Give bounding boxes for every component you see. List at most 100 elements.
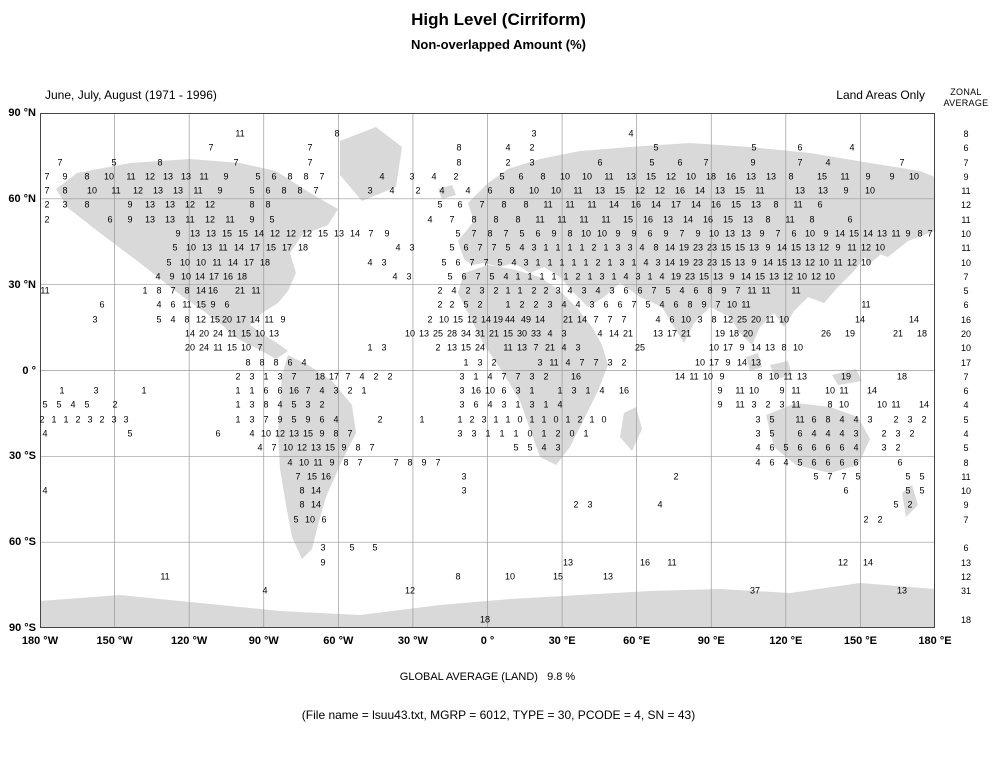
landmass-africa (458, 265, 608, 465)
map-value: 8 (455, 571, 461, 582)
map-value: 9 (320, 557, 326, 568)
map-values-layer: 11 8 3 4 7 7 8 4 2 5 5 6 4 7 5 8 7 7 8 2 3 6 5 6 7 9 7 4 7 7 9 8 10 11 12 1… (39, 113, 935, 628)
map-value: 4 (679, 285, 685, 296)
map-value: 15 (302, 428, 314, 439)
map-value: 11 (199, 171, 209, 182)
map-value: 14 (740, 271, 752, 282)
map-value: 3 (607, 357, 613, 368)
map-value: 5 (449, 242, 455, 253)
map-value: 0 (527, 428, 533, 439)
map-value: 11 (847, 242, 857, 253)
map-value: 5 (893, 499, 899, 510)
map-value: 7 (345, 371, 351, 382)
map-value: 24 (198, 342, 210, 353)
landmass-new-guinea (832, 369, 862, 385)
map-value: 1 (583, 257, 589, 268)
longitude-tick-label: 150 °E (843, 635, 877, 647)
map-value: 6 (825, 442, 831, 453)
map-value: 13 (740, 228, 752, 239)
map-value: 1 (263, 371, 269, 382)
map-value: 13 (896, 585, 908, 596)
map-value: 1 (505, 299, 511, 310)
zonal-average-value: 10 (960, 258, 972, 268)
map-value: 4 (487, 399, 493, 410)
map-value: 1 (515, 399, 521, 410)
map-value: 1 (505, 285, 511, 296)
map-value: 2 (235, 371, 241, 382)
map-value: 15 (452, 314, 464, 325)
map-value: 9 (277, 414, 283, 425)
latitude-tick-label: 90 °S (8, 622, 36, 634)
map-value: 8 (333, 428, 339, 439)
map-value: 5 (255, 171, 261, 182)
map-value: 3 (575, 342, 581, 353)
map-value: 4 (825, 428, 831, 439)
map-value: 4 (557, 399, 563, 410)
map-value: 3 (615, 242, 621, 253)
map-value: 5 (783, 442, 789, 453)
map-value: 3 (333, 385, 339, 396)
map-value: 8 (456, 157, 462, 168)
map-value: 6 (669, 314, 675, 325)
map-value: 14 (682, 214, 694, 225)
map-value: 20 (742, 328, 754, 339)
map-value: 17 (243, 257, 255, 268)
map-value: 13 (765, 171, 777, 182)
map-value: 11 (218, 242, 228, 253)
map-value: 3 (477, 357, 483, 368)
map-value: 6 (797, 442, 803, 453)
map-value: 12 (846, 257, 858, 268)
map-value: 5 (172, 242, 178, 253)
map-value: 2 (893, 414, 899, 425)
map-value: 8 (825, 414, 831, 425)
map-value: 9 (823, 228, 829, 239)
zonal-average-value: 13 (960, 558, 972, 568)
map-value: 11 (573, 185, 583, 196)
map-value: 15 (790, 242, 802, 253)
map-value: 13 (602, 571, 614, 582)
map-value: 11 (503, 342, 513, 353)
zonal-average-value: 8 (963, 458, 969, 468)
longitude-tick-label: 0 ° (480, 635, 495, 647)
map-value: 1 (473, 371, 479, 382)
map-value: 3 (111, 414, 117, 425)
map-value: 25 (634, 342, 646, 353)
map-value: 18 (916, 328, 928, 339)
map-value: 4 (505, 142, 511, 153)
map-value: 4 (70, 399, 76, 410)
map-value: 12 (654, 185, 666, 196)
map-value: 10 (748, 385, 760, 396)
map-value: 9 (865, 171, 871, 182)
map-value: 13 (144, 214, 156, 225)
map-value: 13 (714, 185, 726, 196)
map-value: 3 (459, 399, 465, 410)
map-value: 3 (523, 257, 529, 268)
map-value: 14 (674, 371, 686, 382)
map-value: 13 (662, 214, 674, 225)
map-value: 20 (221, 314, 233, 325)
map-value: 10 (404, 328, 416, 339)
map-value: 12 (132, 185, 144, 196)
map-value: 21 (622, 328, 634, 339)
longitude-tick-label: 90 °E (697, 635, 725, 647)
map-value: 8 (456, 142, 462, 153)
map-value: 4 (755, 457, 761, 468)
map-value: 9 (717, 385, 723, 396)
map-value: 11 (785, 214, 795, 225)
landmass-south-america (278, 355, 356, 559)
map-value: 17 (235, 314, 247, 325)
map-value: 4 (333, 414, 339, 425)
map-value: 1 (249, 385, 255, 396)
map-value: 12 (665, 171, 677, 182)
map-value: 19 (840, 371, 852, 382)
map-value: 13 (796, 371, 808, 382)
map-value: 6 (811, 414, 817, 425)
map-value: 15 (754, 271, 766, 282)
map-value: 14 (650, 199, 662, 210)
longitude-tick-label: 120 °W (171, 635, 208, 647)
map-value: 3 (457, 428, 463, 439)
map-value: 33 (530, 328, 542, 339)
map-value: 6 (817, 199, 823, 210)
map-value: 12 (296, 442, 308, 453)
map-value: 6 (623, 285, 629, 296)
